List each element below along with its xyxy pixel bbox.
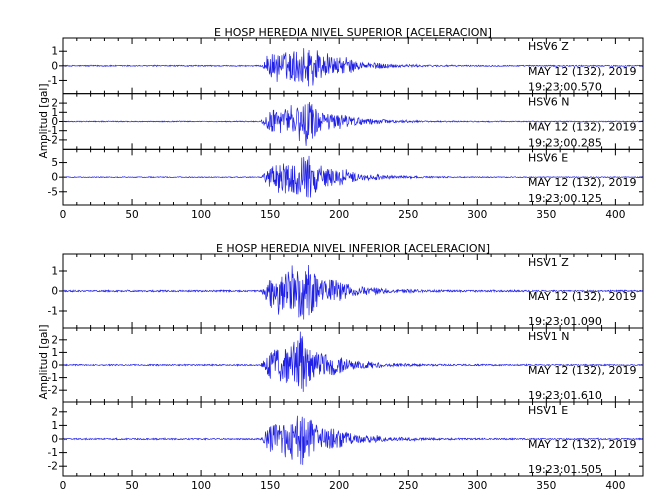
x-tick-label: 300 [467,480,487,492]
x-tick-label: 200 [329,480,349,492]
x-tick-label: 400 [605,480,625,492]
station-name: HSV6 N [528,96,570,109]
station-name: HSV1 Z [528,256,569,269]
x-tick-label: 100 [191,209,211,221]
trace-hsv1-e: 2 1 0-1 -2 HSV1 E MAY 12 (132), 2019 19:23:01.… [48,401,644,477]
x-tick-label: 200 [329,209,349,221]
waveform-line [62,48,643,87]
station-name: HSV6 Z [528,40,569,53]
x-tick-label: 250 [398,480,418,492]
waveform-line [62,155,643,198]
y-tick-label: 2 [51,334,58,346]
y-tick-label: -1 [48,372,58,384]
x-tick-label: 50 [125,480,138,492]
y-tick-label: 0 [51,116,58,128]
y-tick-label: 0 [51,286,58,298]
record-time: 19:23:01.610 [528,389,602,402]
panel-title: E HOSP HEREDIA NIVEL INFERIOR [ACELERACI… [216,242,490,255]
waveform-line [62,415,643,465]
x-tick-label: 250 [398,209,418,221]
waveform-line [62,331,643,392]
x-tick-label: 50 [125,209,138,221]
y-tick-label: -1 [48,306,58,318]
x-tick-label: 0 [60,209,67,221]
y-tick-label: -1 [48,447,58,459]
record-date: MAY 12 (132), 2019 [528,290,636,303]
trace-hsv6-e: 5 0 -5 HSV6 E MAY 12 (132), 2019 19:23:00.125 [48,148,644,206]
y-tick-label: 0 [51,60,58,72]
record-date: MAY 12 (132), 2019 [528,438,636,451]
trace-hsv6-z: 1 0 -1 HSV6 Z MAY 12 (132), 2019 19:23:00.570 [48,37,644,95]
y-tick-label: -2 [48,385,58,397]
x-tick-label: 150 [260,480,280,492]
record-date: MAY 12 (132), 2019 [528,364,636,377]
x-tick-label: 400 [605,209,625,221]
y-tick-label: 1 [51,347,58,359]
record-date: MAY 12 (132), 2019 [528,176,636,189]
y-tick-label: -5 [48,186,58,198]
waveform-line [62,102,643,146]
y-tick-label: -2 [48,134,58,146]
y-tick-label: -1 [48,75,58,87]
station-name: HSV1 E [528,404,568,417]
record-date: MAY 12 (132), 2019 [528,65,636,78]
panel-title: E HOSP HEREDIA NIVEL SUPERIOR [ACELERACI… [214,26,492,39]
y-tick-label: 5 [51,157,58,169]
station-name: HSV1 N [528,330,570,343]
record-time: 19:23:01.090 [528,315,602,328]
x-tick-label: 0 [60,480,67,492]
y-tick-label: 2 [51,406,58,418]
y-tick-label: 0 [51,434,58,446]
panel-inferior: E HOSP HEREDIA NIVEL INFERIOR [ACELERACI… [38,242,644,492]
record-time: 19:23:00.125 [528,192,602,205]
x-tick-label: 350 [536,209,556,221]
x-tick-label: 150 [260,209,280,221]
x-tick-label: 300 [467,209,487,221]
station-name: HSV6 E [528,151,568,164]
y-tick-label: 1 [51,420,58,432]
y-tick-label: 1 [51,46,58,58]
x-tick-label: 350 [536,480,556,492]
waveform-line [62,264,643,320]
y-tick-label: 1 [51,107,58,119]
panel-superior: E HOSP HEREDIA NIVEL SUPERIOR [ACELERACI… [38,26,644,221]
y-tick-label: 0 [51,172,58,184]
y-tick-label: 2 [51,98,58,110]
y-axis-label: Amplitud [gal] [38,84,50,159]
record-time: 19:23:00.285 [528,136,602,149]
y-tick-label: 1 [51,266,58,278]
x-tick-label: 100 [191,480,211,492]
record-time: 19:23:00.570 [528,81,602,94]
y-tick-label: -2 [48,461,58,473]
record-date: MAY 12 (132), 2019 [528,121,636,134]
y-axis-label: Amplitud [gal] [38,325,50,400]
record-time: 19:23:01.505 [528,463,602,476]
y-tick-label: 0 [51,360,58,372]
y-tick-label: -1 [48,125,58,137]
